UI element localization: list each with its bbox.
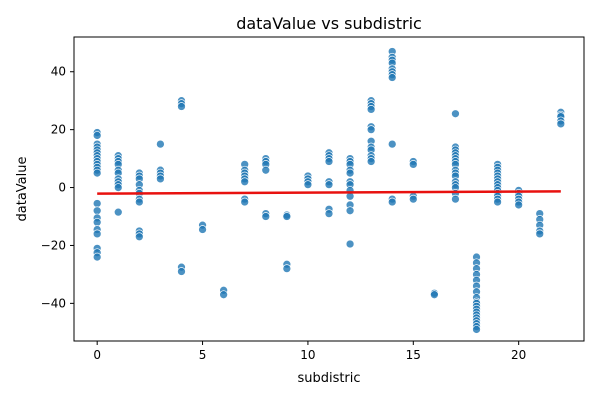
data-point — [92, 252, 102, 262]
plot-frame — [73, 36, 585, 342]
data-point — [324, 157, 334, 166]
data-point — [156, 174, 165, 184]
y-axis-ticks: −40 −20 0 20 40 — [41, 65, 74, 310]
data-point — [219, 290, 228, 300]
data-point — [92, 199, 102, 208]
x-tick-label: 20 — [511, 348, 526, 362]
chart-title: dataValue vs subdistric — [236, 14, 422, 33]
trend-line — [97, 190, 561, 195]
data-point — [92, 206, 102, 216]
data-point — [408, 160, 418, 169]
data-point — [514, 200, 524, 210]
data-point — [177, 102, 186, 111]
data-point — [345, 239, 355, 249]
y-tick-label: 20 — [51, 123, 66, 137]
data-point — [366, 125, 376, 134]
data-point — [366, 105, 376, 114]
y-tick-label: 40 — [51, 65, 66, 79]
data-point — [387, 197, 397, 207]
x-tick-label: 0 — [93, 348, 101, 362]
data-point — [92, 168, 102, 178]
x-tick-label: 10 — [300, 348, 315, 362]
data-point — [451, 109, 460, 119]
trend-line-layer — [97, 190, 561, 195]
data-point — [92, 131, 102, 140]
data-point — [387, 139, 397, 149]
y-axis-label: dataValue — [15, 157, 30, 222]
data-point — [430, 290, 439, 300]
data-point — [282, 212, 292, 221]
data-point — [493, 197, 502, 207]
x-axis-label: subdistric — [297, 371, 360, 386]
data-point — [240, 197, 250, 207]
data-point — [261, 212, 271, 221]
data-point — [408, 194, 418, 204]
data-point — [134, 197, 144, 207]
x-tick-label: 15 — [406, 348, 421, 362]
data-point — [240, 177, 250, 187]
data-point — [156, 139, 165, 149]
data-point — [92, 217, 102, 227]
data-point — [366, 157, 376, 166]
data-point — [472, 325, 481, 334]
data-point — [535, 229, 545, 239]
x-axis-ticks: 0 5 10 15 20 — [93, 341, 526, 362]
data-point — [261, 165, 271, 175]
data-point — [113, 183, 123, 192]
y-tick-label: −40 — [41, 296, 66, 310]
data-point — [451, 194, 460, 204]
data-point — [345, 168, 355, 178]
data-point — [387, 73, 397, 82]
x-tick-label: 5 — [199, 348, 207, 362]
data-point — [113, 207, 123, 217]
data-point — [324, 180, 334, 190]
data-point — [324, 209, 334, 218]
data-point — [198, 225, 207, 234]
data-point — [177, 267, 186, 276]
data-point — [282, 264, 292, 273]
data-point — [345, 206, 355, 216]
data-point — [134, 232, 144, 242]
scatter-points — [92, 47, 566, 334]
data-point — [92, 229, 102, 239]
y-tick-label: 0 — [58, 181, 66, 195]
data-point — [556, 119, 566, 129]
y-tick-label: −20 — [41, 238, 66, 252]
data-point — [303, 180, 313, 190]
